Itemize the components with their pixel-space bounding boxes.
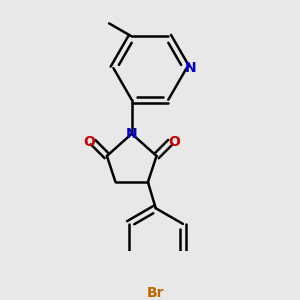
- Text: O: O: [168, 135, 180, 149]
- Text: N: N: [126, 127, 137, 141]
- Text: O: O: [83, 135, 95, 149]
- Text: N: N: [185, 61, 196, 75]
- Text: Br: Br: [147, 286, 164, 300]
